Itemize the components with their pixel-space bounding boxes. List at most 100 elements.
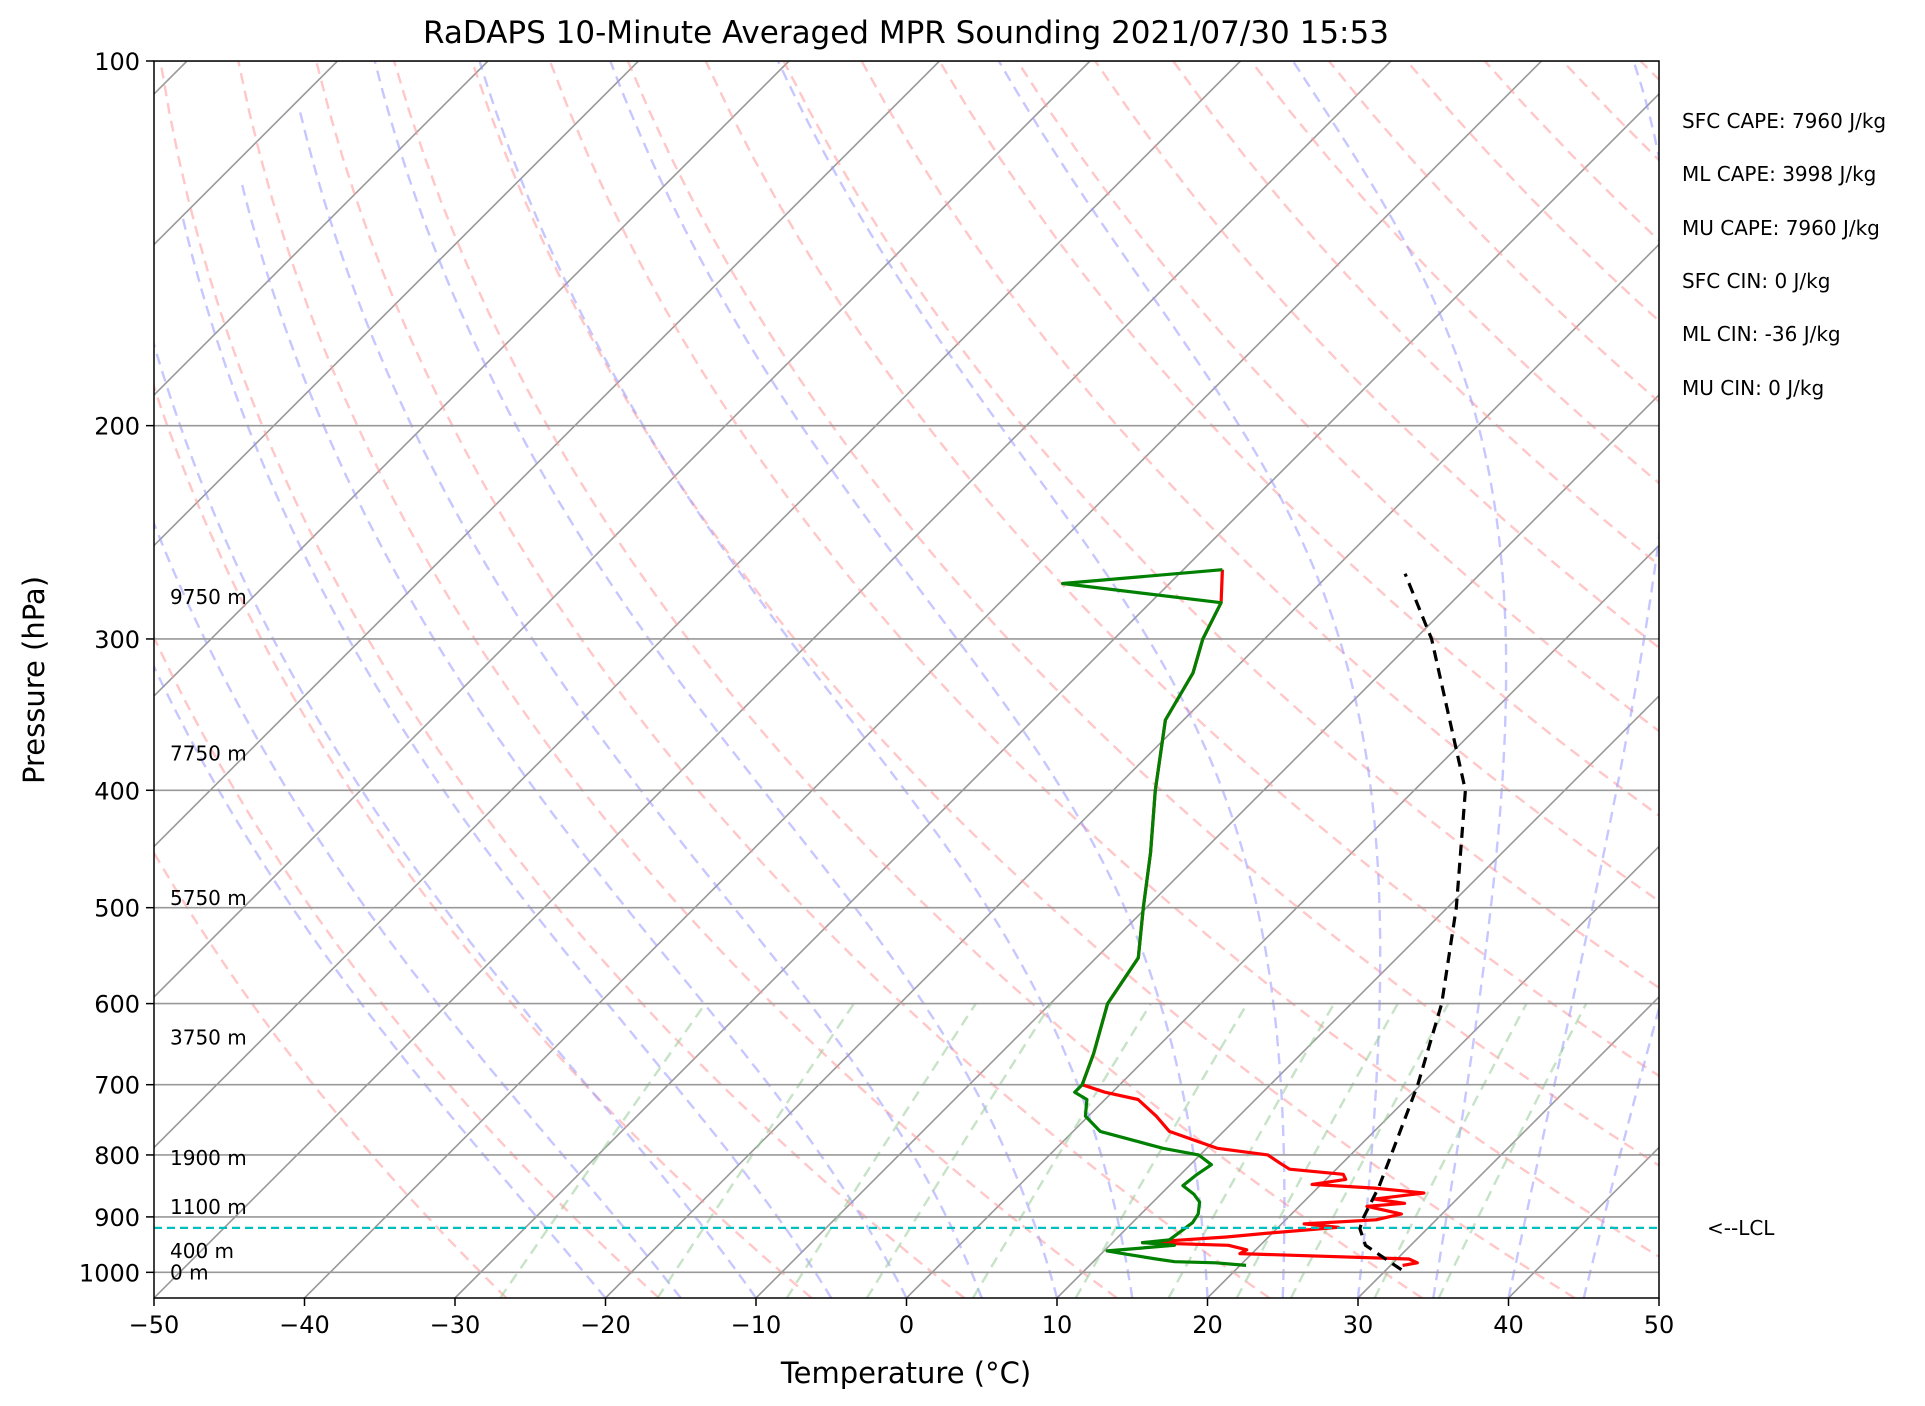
dry-adiabat-line (1250, 61, 1659, 485)
x-tick-label: −30 (430, 1311, 481, 1339)
mixing-ratio-line (499, 1002, 707, 1298)
y-axis-ticks: 100 200 300 400 500 600 700 800 900 1000 (79, 48, 154, 1287)
dewpoint-profile (1061, 568, 1247, 1267)
isotherm-line (604, 243, 1659, 1298)
moist-adiabat-line (609, 61, 1209, 1298)
dry-adiabat-line (315, 61, 1271, 1298)
isotherm-line (154, 61, 1392, 1298)
moist-adiabat-line (1291, 61, 1508, 1298)
height-label: 7750 m (170, 742, 247, 766)
x-tick-label: 40 (1493, 1311, 1524, 1339)
mixing-ratio-line (865, 1002, 1053, 1298)
isotherm-line (1056, 694, 1659, 1298)
plot-area (154, 61, 1925, 1298)
isotherm-line (154, 61, 1242, 1149)
mixing-ratio-line (1437, 1003, 1588, 1298)
dry-adiabat-line (237, 61, 1118, 1298)
x-tick-label: −20 (580, 1311, 631, 1339)
mixing-ratio-line (971, 1002, 1152, 1298)
x-axis-label: Temperature (°C) (780, 1356, 1031, 1390)
x-tick-label: −50 (129, 1311, 180, 1339)
dry-adiabat-line (1639, 61, 1659, 82)
dry-adiabat-line (1405, 61, 1659, 323)
y-tick-label: 700 (94, 1072, 140, 1100)
y-tick-label: 100 (94, 48, 140, 76)
isotherm-line (1658, 1296, 1659, 1298)
isotherm-line (154, 61, 640, 547)
dry-adiabat-line (782, 61, 1659, 990)
y-tick-label: 600 (94, 991, 140, 1019)
dry-adiabat-line (1172, 61, 1659, 567)
moist-adiabat-line (298, 110, 983, 1298)
index-ml-cape: ML CAPE: 3998 J/kg (1682, 162, 1876, 186)
height-label: 5750 m (170, 886, 247, 910)
mixing-ratio-line (785, 1002, 977, 1298)
moist-adiabat-line (239, 178, 908, 1298)
dry-adiabat-line (626, 61, 1659, 1167)
moist-adiabat-line (373, 61, 1059, 1298)
isotherm-line (154, 61, 489, 397)
x-tick-label: −10 (731, 1311, 782, 1339)
x-tick-label: 0 (899, 1311, 914, 1339)
series-layer (154, 568, 1659, 1272)
moist-adiabat-line (154, 340, 757, 1298)
isotherm-line (303, 61, 1543, 1298)
moist-adiabat-line (181, 218, 833, 1298)
isotherm-line (454, 92, 1659, 1298)
index-mu-cin: MU CIN: 0 J/kg (1682, 376, 1824, 400)
mixing-ratio-line (1167, 1002, 1336, 1298)
y-tick-label: 300 (94, 626, 140, 654)
isotherm-line (755, 393, 1659, 1298)
x-tick-label: 30 (1343, 1311, 1374, 1339)
dry-adiabat-line (1718, 61, 1925, 1298)
index-ml-cin: ML CIN: -36 J/kg (1682, 322, 1841, 346)
parcel-profile (1358, 573, 1467, 1272)
dry-adiabat-line (154, 382, 813, 1298)
height-label: 400 m (170, 1239, 234, 1263)
dry-adiabat-line (159, 61, 966, 1298)
dry-adiabat-line (860, 61, 1659, 903)
dry-adiabat-line (392, 61, 1423, 1298)
mixing-ratio-line (1289, 1003, 1450, 1298)
height-label: 9750 m (170, 585, 247, 609)
x-axis-ticks: −50 −40 −30 −20 −10 0 10 20 30 40 50 (129, 1298, 1675, 1339)
dry-adiabat-line (1561, 61, 1659, 162)
mixing-ratio-line (656, 1002, 855, 1298)
background-lines (154, 61, 1925, 1298)
mixing-ratio-line (1373, 1003, 1528, 1298)
height-label: 3750 m (170, 1026, 247, 1050)
isotherm-line (154, 61, 1091, 999)
dry-adiabat-line (1016, 61, 1659, 733)
x-tick-label: 50 (1644, 1311, 1675, 1339)
dry-adiabat-line (154, 634, 660, 1298)
y-axis-label: Pressure (hPa) (17, 576, 51, 784)
x-tick-label: 10 (1042, 1311, 1073, 1339)
indices-panel: SFC CAPE: 7960 J/kg ML CAPE: 3998 J/kg M… (1682, 109, 1886, 400)
isotherm-line (905, 544, 1659, 1298)
y-tick-label: 800 (94, 1142, 140, 1170)
dry-adiabat-line (1327, 61, 1659, 404)
moist-adiabat-line (997, 61, 1382, 1298)
dry-adiabat-line (548, 61, 1659, 1259)
isotherm-line (154, 61, 941, 848)
index-mu-cape: MU CAPE: 7960 J/kg (1682, 216, 1880, 240)
height-label: 0 m (170, 1260, 209, 1284)
y-tick-label: 200 (94, 413, 140, 441)
height-label: 1900 m (170, 1146, 247, 1170)
y-tick-label: 500 (94, 895, 140, 923)
isotherm-line (1357, 995, 1659, 1298)
y-tick-label: 900 (94, 1204, 140, 1232)
chart-title: RaDAPS 10-Minute Averaged MPR Sounding 2… (423, 15, 1389, 51)
dry-adiabat-line (1094, 61, 1659, 650)
moist-adiabat-line (776, 61, 1286, 1298)
temperature-profile (1080, 569, 1426, 1267)
y-tick-label: 1000 (79, 1259, 140, 1287)
isotherm-line (154, 61, 790, 698)
index-sfc-cin: SFC CIN: 0 J/kg (1682, 269, 1830, 293)
dry-adiabat-line (704, 61, 1659, 1078)
moist-adiabat-line (154, 663, 607, 1298)
mixing-ratio-line (1074, 1002, 1249, 1298)
pressure-gridlines (154, 61, 1659, 1274)
x-tick-label: −40 (279, 1311, 330, 1339)
